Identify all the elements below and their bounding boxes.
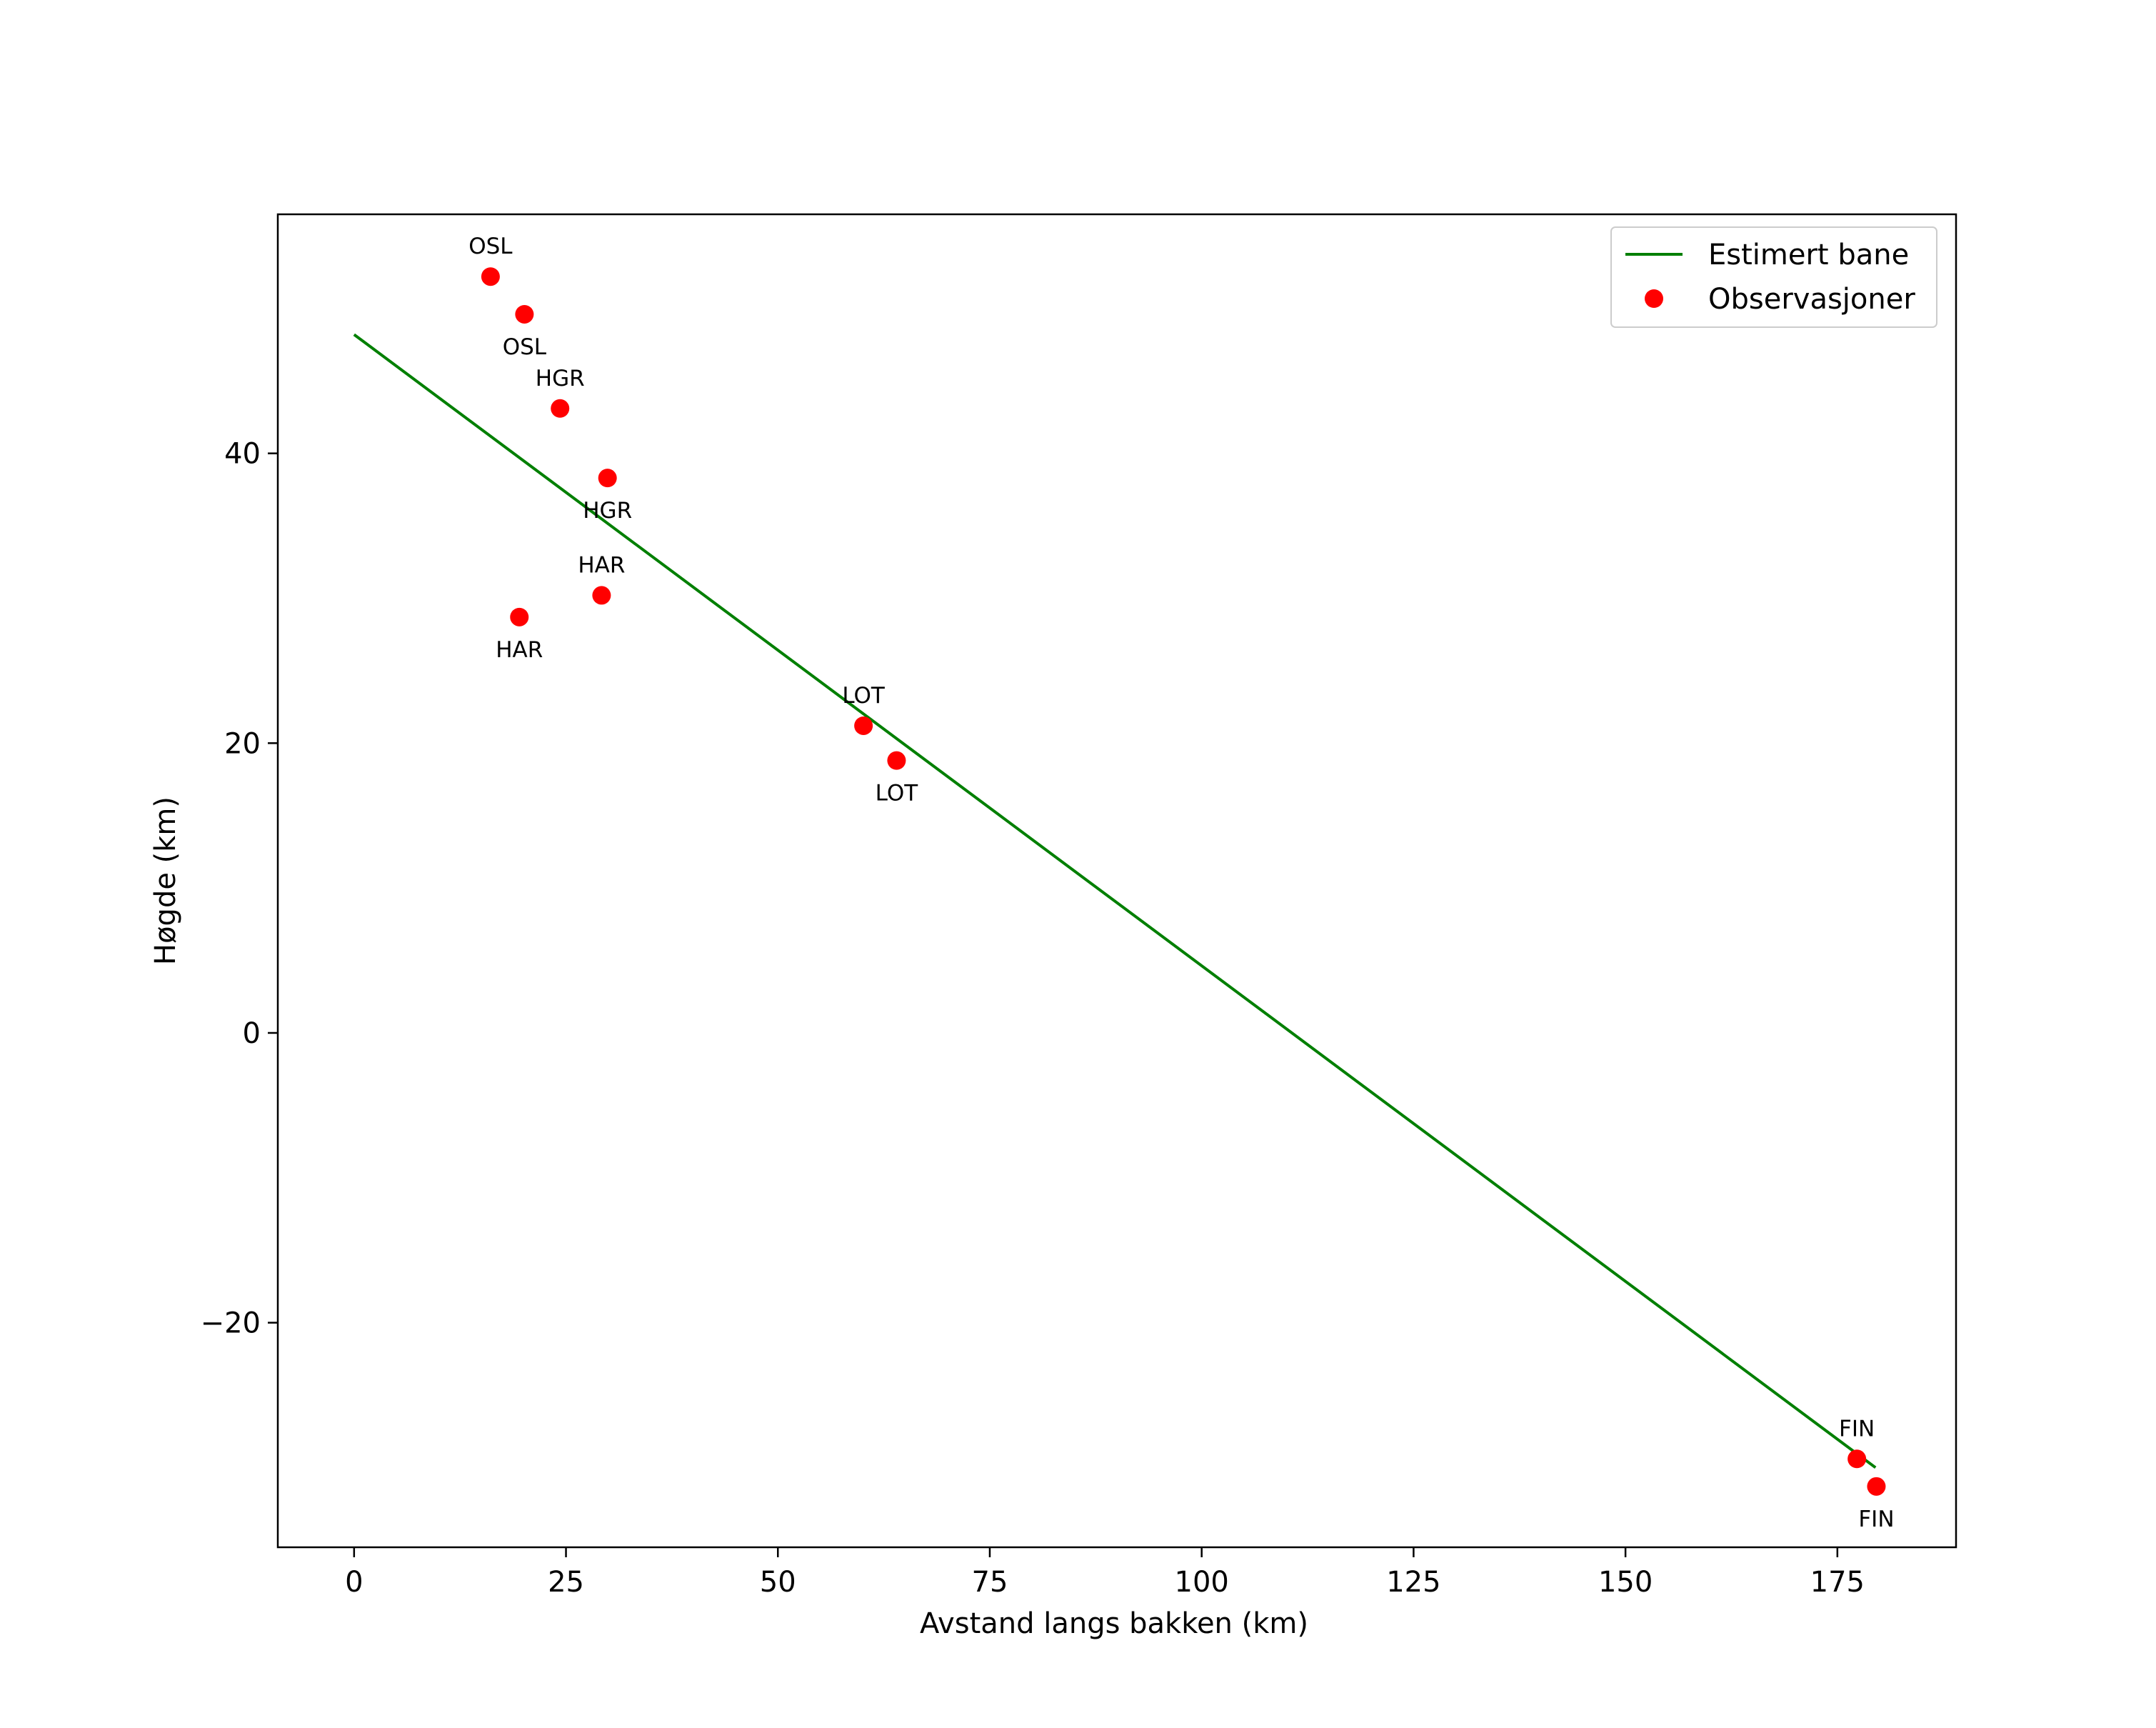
x-tick-label: 100: [1175, 1566, 1229, 1599]
observation-label: HAR: [496, 637, 543, 663]
y-tick-label: 0: [243, 1017, 261, 1050]
plot-area: OSL OSL HGR HGR HAR HAR LOT LOT FIN FIN: [353, 234, 1895, 1532]
observation-point: [598, 469, 617, 488]
y-axis-label: Høgde (km): [149, 796, 182, 965]
x-tick-label: 175: [1810, 1566, 1865, 1599]
legend-marker-swatch: [1645, 289, 1663, 308]
observation-point: [551, 399, 570, 418]
observation-label: OSL: [468, 234, 513, 259]
y-axis: −20 0 20 40: [201, 438, 278, 1340]
observation-label: HAR: [578, 552, 625, 578]
observation-label: FIN: [1839, 1416, 1875, 1442]
axes-frame: [276, 213, 1957, 1549]
y-tick-label: 40: [224, 438, 261, 471]
x-axis-label: Avstand langs bakken (km): [920, 1607, 1308, 1640]
estimated-trajectory-line: [353, 333, 1877, 1469]
legend: Estimert bane Observasjoner: [1610, 226, 1937, 328]
observation-label: LOT: [876, 781, 919, 806]
x-axis: 0 25 50 75 100 125 150 175: [345, 1547, 1865, 1599]
observation-point: [887, 751, 906, 770]
x-tick-label: 25: [548, 1566, 584, 1599]
x-tick-label: 75: [972, 1566, 1008, 1599]
y-tick-label: −20: [201, 1307, 261, 1340]
observation-point: [515, 304, 534, 324]
observation-point: [510, 607, 529, 626]
x-tick-label: 50: [760, 1566, 796, 1599]
observation-point: [1847, 1449, 1867, 1469]
legend-box: [1610, 226, 1937, 328]
observation-label: OSL: [503, 334, 547, 360]
observation-point: [854, 716, 873, 735]
observation-label: FIN: [1858, 1507, 1894, 1532]
legend-label-line: Estimert bane: [1708, 239, 1909, 271]
observation-point: [592, 586, 611, 605]
x-tick-label: 125: [1386, 1566, 1440, 1599]
legend-label-points: Observasjoner: [1708, 283, 1915, 316]
observation-point: [481, 267, 500, 286]
observation-point: [1867, 1477, 1886, 1496]
observation-label: HGR: [536, 366, 585, 391]
x-tick-label: 0: [345, 1566, 363, 1599]
x-tick-label: 150: [1598, 1566, 1653, 1599]
y-tick-label: 20: [224, 727, 261, 760]
observation-label: HGR: [583, 498, 632, 524]
observation-label: LOT: [842, 683, 886, 709]
